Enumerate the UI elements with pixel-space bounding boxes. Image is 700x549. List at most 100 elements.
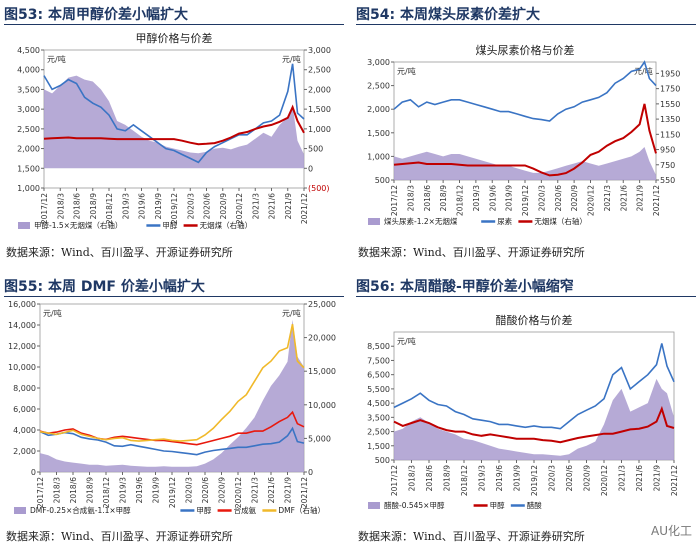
series-line <box>43 63 305 164</box>
x-tick-label: 2020/9 <box>218 477 227 504</box>
x-tick-label: 2018/12 <box>456 185 465 216</box>
right-tick-label: 5,000 <box>308 434 331 443</box>
x-tick-label: 2020/6 <box>554 185 563 212</box>
left-tick-label: 1,500 <box>367 129 390 138</box>
series-line <box>43 104 305 146</box>
right-tick-label: 0 <box>308 468 313 477</box>
right-tick-label: 1,500 <box>308 105 331 114</box>
legend-label: 合成氨 <box>234 505 257 515</box>
x-tick-label: 2018/6 <box>425 465 434 492</box>
left-tick-label: 2,000 <box>17 145 40 154</box>
x-tick-label: 2018/9 <box>89 193 98 220</box>
legend-label: 煤头尿素-1.2×无烟煤 <box>384 216 458 226</box>
figure-56-source: 数据来源：Wind、百川盈孚、开源证券研究所 <box>358 530 585 543</box>
left-tick-label: 14,000 <box>8 321 36 330</box>
right-tick-label: 1150 <box>660 130 680 139</box>
left-tick-label: 5,500 <box>367 385 390 394</box>
x-tick-label: 2020/9 <box>583 465 592 492</box>
right-tick-label: 1550 <box>660 100 680 109</box>
x-tick-label: 2020/6 <box>201 477 210 504</box>
chart-title: 甲醇价格与价差 <box>136 31 213 45</box>
left-tick-label: 2,000 <box>367 105 390 114</box>
x-tick-label: 2019/12 <box>168 477 177 508</box>
x-tick-label: 2020/9 <box>219 193 228 220</box>
x-tick-label: 2020/12 <box>235 193 244 224</box>
watermark: AU化工 <box>651 524 692 538</box>
x-tick-label: 2018/3 <box>56 193 65 220</box>
figure-caption: 本周煤头尿素价差扩大 <box>399 7 540 23</box>
x-tick-label: 2019/3 <box>119 477 128 504</box>
figure-53-title: 图53: 本周甲醇价差小幅扩大 <box>4 4 188 24</box>
series-area <box>394 147 656 180</box>
left-tick-label: 1,000 <box>367 152 390 161</box>
acetic-acid-spread-chart: 醋酸价格与价差 500 1,500 2,500 3,500 4,500 5,500 6,500… <box>367 313 679 510</box>
x-tick-label: 2021/9 <box>284 193 293 220</box>
right-tick-label: 0 <box>308 164 313 173</box>
right-tick-label: 20,000 <box>308 334 336 343</box>
left-tick-label: 4,500 <box>367 399 390 408</box>
x-tick-label: 2017/12 <box>390 465 399 496</box>
legend-swatch <box>368 218 380 225</box>
x-tick-label: 2021/9 <box>636 185 645 212</box>
dmf-spread-chart: 0 2,000 4,000 6,000 8,000 10,000 12,000 14,000 1… <box>8 300 336 515</box>
x-tick-label: 2019/12 <box>170 193 179 224</box>
x-tick-label: 2017/12 <box>36 477 45 508</box>
unit-label: 元/吨 <box>397 336 416 346</box>
left-tick-label: 2,500 <box>17 125 40 134</box>
x-tick-label: 2019/9 <box>505 185 514 212</box>
right-tick-label: 15,000 <box>308 367 336 376</box>
x-tick-label: 2019/9 <box>152 477 161 504</box>
legend-swatch <box>18 222 30 229</box>
left-tick-label: 1,000 <box>17 184 40 193</box>
legend-swatch <box>368 502 380 509</box>
x-tick-label: 2021/12 <box>652 185 661 216</box>
series-area <box>40 319 304 472</box>
x-tick-label: 2018/9 <box>443 465 452 492</box>
x-tick-label: 2021/3 <box>251 477 260 504</box>
series-line <box>39 426 305 456</box>
x-tick-label: 2021/3 <box>603 185 612 212</box>
left-tick-label: 1,500 <box>367 442 390 451</box>
legend-label: DMF（右轴） <box>278 505 325 515</box>
x-tick-label: 2018/3 <box>406 185 415 212</box>
x-tick-label: 2021/12 <box>300 193 309 224</box>
right-unit-label: 元/吨 <box>282 308 301 318</box>
legend-label: 无烟煤（右轴） <box>534 216 587 226</box>
x-tick-label: 2019/6 <box>488 185 497 212</box>
x-tick-label: 2018/3 <box>408 465 417 492</box>
left-tick-label: 500 <box>375 456 390 465</box>
left-tick-label: 4,500 <box>17 46 40 55</box>
x-tick-label: 2021/9 <box>284 477 293 504</box>
legend-label: 无烟煤（右轴） <box>200 220 253 230</box>
title-rule <box>4 24 344 25</box>
left-tick-label: 1,500 <box>17 164 40 173</box>
legend-swatch <box>14 507 26 514</box>
x-tick-label: 2019/9 <box>513 465 522 492</box>
x-tick-label: 2018/12 <box>105 193 114 224</box>
x-tick-label: 2019/3 <box>472 185 481 212</box>
x-tick-label: 2018/6 <box>73 193 82 220</box>
x-tick-label: 2021/6 <box>635 465 644 492</box>
right-tick-label: 500 <box>308 145 323 154</box>
left-tick-label: 2,000 <box>13 447 36 456</box>
right-tick-label: 1,000 <box>308 125 331 134</box>
figure-56-title: 图56: 本周醋酸-甲醇价差小幅缩窄 <box>356 276 574 296</box>
figure-caption: 本周醋酸-甲醇价差小幅缩窄 <box>399 279 574 295</box>
x-tick-label: 2018/12 <box>460 465 469 496</box>
x-tick-label: 2021/6 <box>267 477 276 504</box>
x-tick-label: 2018/6 <box>423 185 432 212</box>
series-area <box>394 378 674 460</box>
x-tick-label: 2020/3 <box>548 465 557 492</box>
left-tick-label: 3,500 <box>17 85 40 94</box>
left-tick-label: 2,500 <box>367 428 390 437</box>
left-tick-label: 6,500 <box>367 371 390 380</box>
legend-label: 甲醇 <box>490 500 505 510</box>
legend-label: 醋酸 <box>527 500 542 510</box>
left-tick-label: 6,000 <box>13 405 36 414</box>
left-tick-label: 2,500 <box>367 82 390 91</box>
x-tick-label: 2018/6 <box>69 477 78 504</box>
right-tick-label: (500) <box>308 184 330 193</box>
figure-55-title: 图55: 本周 DMF 价差小幅扩大 <box>4 276 205 296</box>
left-tick-label: 3,500 <box>367 413 390 422</box>
figure-number: 图55: <box>4 279 44 295</box>
